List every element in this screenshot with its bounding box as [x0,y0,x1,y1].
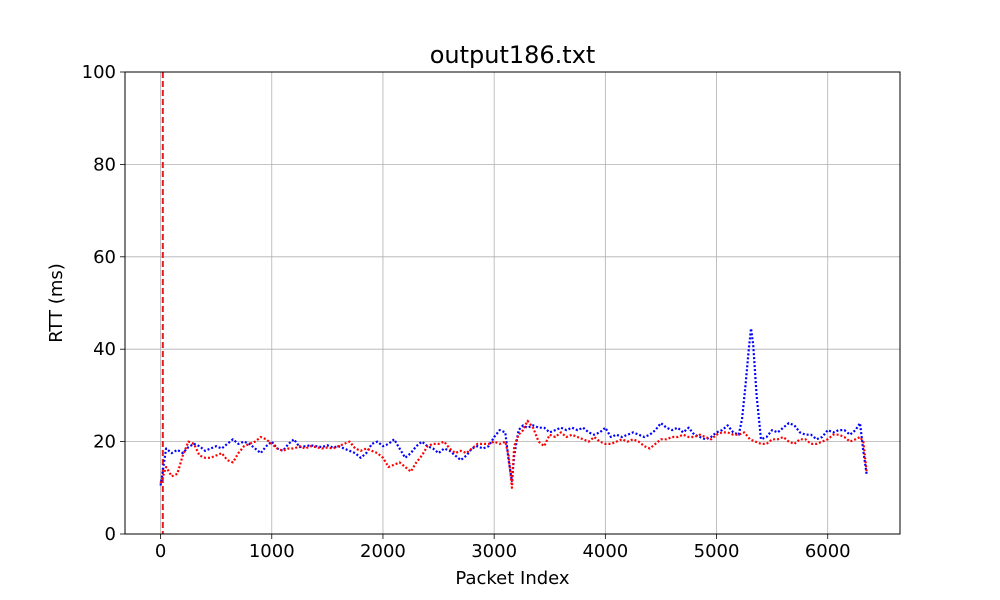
series-layer [159,327,868,489]
y-tick-label: 60 [93,247,116,268]
x-tick-label: 1000 [249,541,295,562]
x-tick-label: 4000 [582,541,628,562]
y-tick-label: 100 [82,62,116,83]
x-tick-label: 2000 [360,541,406,562]
chart-title: output186.txt [430,41,596,69]
y-tick-label: 80 [93,154,116,175]
y-axis-label: RTT (ms) [46,263,67,343]
axis-ticks: 0 1000 2000 3000 4000 5000 6000 0 20 40 60 80 100 [82,62,851,562]
y-tick-label: 0 [105,524,116,545]
series-line-1 [159,327,868,486]
plot-area-frame [124,71,901,535]
x-tick-label: 0 [155,541,166,562]
x-tick-label: 6000 [805,541,851,562]
series-line-2 [159,419,868,489]
y-tick-label: 20 [93,432,116,453]
x-tick-label: 5000 [694,541,740,562]
y-tick-label: 40 [93,339,116,360]
x-tick-label: 3000 [471,541,517,562]
x-axis-label: Packet Index [455,568,570,589]
